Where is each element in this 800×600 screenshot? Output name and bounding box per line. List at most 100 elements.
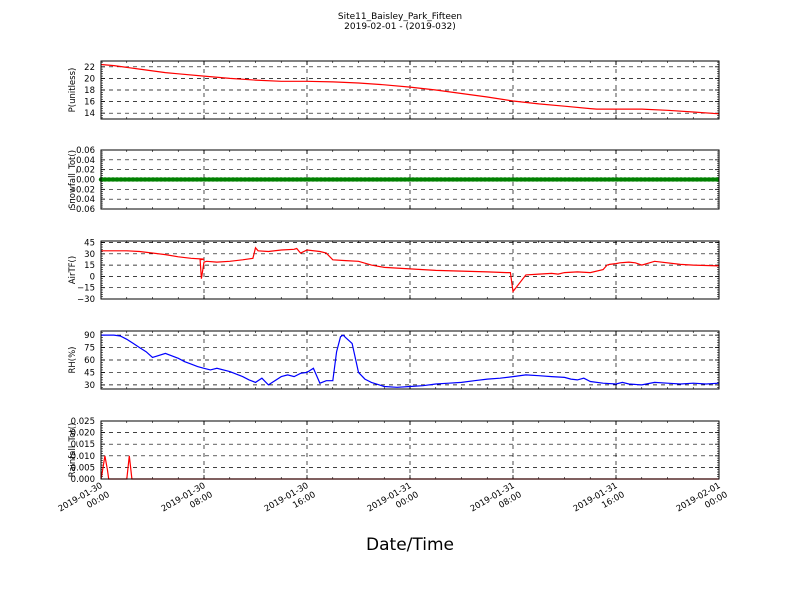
data-point [442,177,448,182]
y-tick-label: 45 [84,239,95,249]
data-point [630,177,636,182]
data-point [194,177,200,182]
data-point [122,177,128,182]
series-line-1 [101,334,720,388]
data-point [114,177,120,182]
y-axis-label: Snowfall_Tot() [68,150,78,209]
y-tick-label: −30 [77,295,95,305]
y-tick-label: −15 [77,284,95,294]
data-point [410,177,416,182]
data-point [262,177,268,182]
data-point [278,177,284,182]
data-point [170,177,176,182]
data-point [358,177,364,182]
y-tick-label: 0 [90,272,95,282]
data-point [478,177,484,182]
data-point [390,177,396,182]
data-point [354,177,360,182]
y-tick-label: 45 [84,368,95,378]
data-point [462,177,468,182]
data-point [482,177,488,182]
data-point [626,177,632,182]
data-point [646,177,652,182]
plot-frame [100,420,720,480]
data-point [346,177,352,182]
data-point [378,177,384,182]
series-line-1 [100,63,720,115]
data-point [554,177,560,182]
y-tick-label: 0.00 [76,176,95,186]
data-point [470,177,476,182]
data-point [526,177,532,182]
data-point [618,177,624,182]
data-point [426,177,432,182]
data-point [570,177,576,182]
data-point [338,177,344,182]
data-point [342,177,348,182]
panel-4: 30 45 60 75 90 RH(%) [68,330,720,391]
data-point [638,177,644,182]
plot-frame [100,60,720,120]
y-tick-label: 60 [84,356,95,366]
data-point [174,177,180,182]
data-point [594,177,600,182]
data-point [438,177,444,182]
data-point [598,177,604,182]
data-point [430,177,436,182]
data-point [178,177,184,182]
data-point [542,177,548,182]
y-axis-label: P(unitless) [68,68,78,113]
data-point [322,177,328,182]
data-point [466,177,472,182]
data-point [394,177,400,182]
y-tick-label: 22 [84,63,95,73]
data-point [206,177,212,182]
data-point [702,177,708,182]
data-point [158,177,164,182]
data-point [154,177,160,182]
data-point [674,177,680,182]
data-point [210,177,216,182]
data-point [686,177,692,182]
y-axis-label: Rainfall_Tot() [68,423,78,478]
data-point [502,177,508,182]
series-line-1 [101,246,720,293]
y-tick-label: 90 [84,331,95,341]
data-point [498,177,504,182]
data-point [350,177,356,182]
data-point [706,177,712,182]
data-point [266,177,272,182]
data-point [106,177,112,182]
y-tick-label: 18 [84,86,95,96]
y-tick-label: 0.06 [76,146,95,156]
data-point [678,177,684,182]
data-point [610,177,616,182]
chart-panels: 1416182022P(unitless)−0.06−0.04−0.020.00… [68,60,720,485]
data-point [246,177,252,182]
data-point [550,177,556,182]
data-point [566,177,572,182]
data-point [710,177,716,182]
data-point [182,177,188,182]
data-point [118,177,124,182]
data-point [186,177,192,182]
data-point [670,177,676,182]
data-point [230,177,236,182]
chart-title-line-1: Site11_Baisley_Park_Fifteen [338,12,462,22]
plot-frame [100,240,720,300]
data-point [142,177,148,182]
data-point [654,177,660,182]
data-point [294,177,300,182]
data-point [150,177,156,182]
chart-title-line-2: 2019-02-01 - (2019-032) [344,22,456,32]
data-point [518,177,524,182]
data-point [218,177,224,182]
data-point [446,177,452,182]
data-point [282,177,288,182]
data-point [202,177,208,182]
y-tick-label: −0.06 [69,205,95,215]
y-tick-label: 0.010 [71,452,95,462]
y-tick-label: 0.04 [76,156,95,166]
